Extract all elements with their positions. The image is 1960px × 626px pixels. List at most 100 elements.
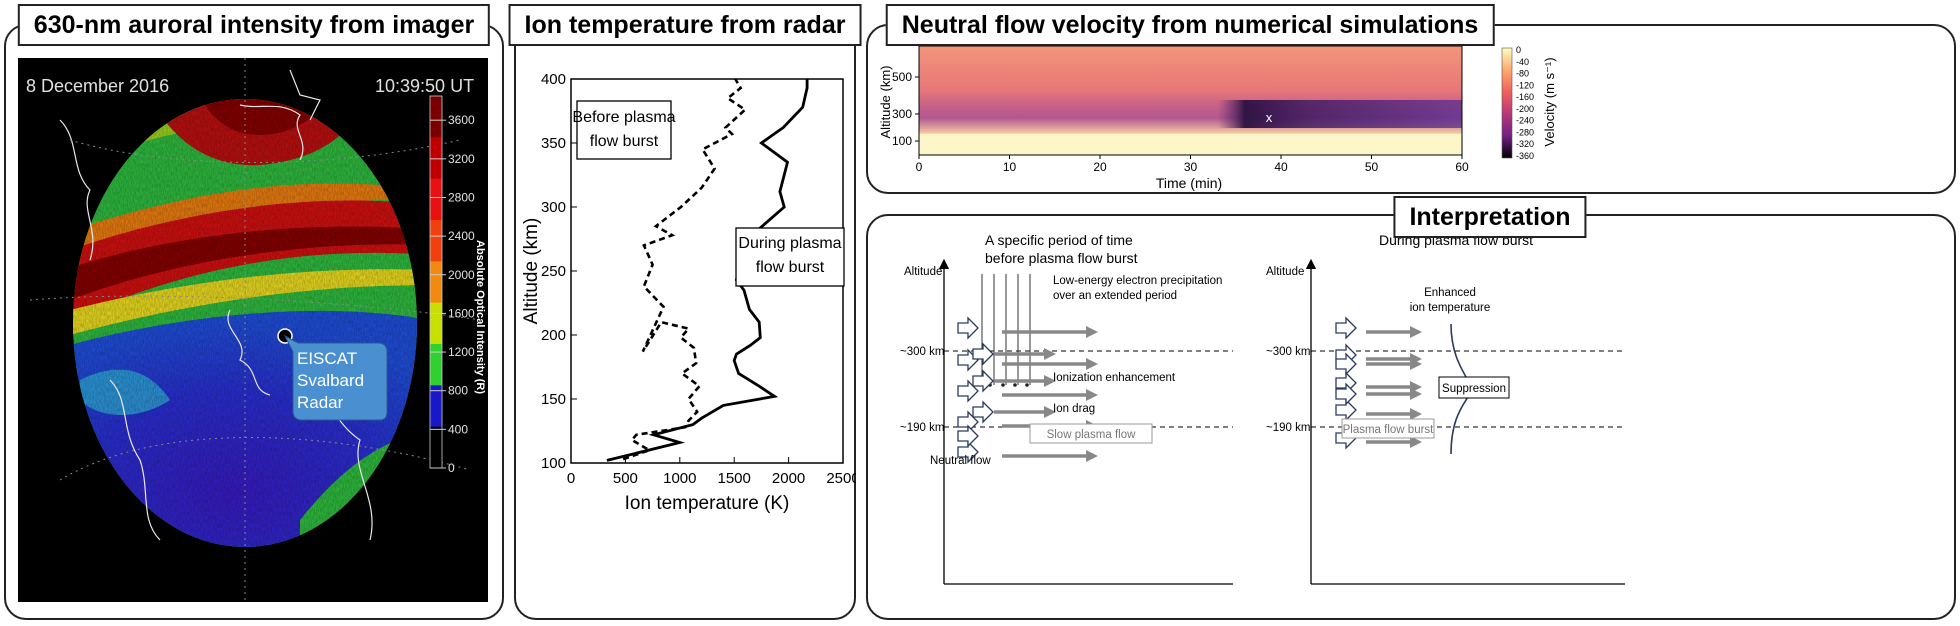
neutral-flow-arrow [1335,382,1357,406]
neutral-y-tick: 500 [892,70,912,84]
neutral-flow-panel-title: Neutral flow velocity from numerical sim… [885,4,1495,46]
velocity-colorbar-label: Velocity (m s⁻¹) [1542,57,1557,146]
neutral-flow-arrow [1335,316,1357,340]
slow-plasma-flow-label: Slow plasma flow [1047,429,1137,441]
suppression-label: Suppression [1442,383,1506,395]
during-burst-label-line-1: During plasma [738,235,841,252]
auroral-colorbar-segment [430,261,442,304]
ionization-label: Ionization enhancement [1053,372,1176,384]
auroral-colorbar-segment [430,220,442,262]
neutral-x-tick: 20 [1093,160,1107,174]
image-time: 10:39:50 UT [375,76,474,96]
velocity-colorbar-tick: -320 [1516,139,1534,149]
auroral-colorbar-tick: 0 [448,461,455,475]
plasma-flow-arrow [1086,326,1098,338]
neutral-flow-arrow [972,369,994,393]
plasma-flow-arrow [1410,358,1422,370]
auroral-colorbar-segment [430,385,442,428]
neutral-y-tick: 300 [892,107,912,121]
velocity-colorbar-tick: -360 [1516,151,1534,161]
velocity-colorbar-tick: -240 [1516,116,1534,126]
velocity-colorbar-tick: -80 [1516,69,1529,79]
neutral-x-tick: 50 [1365,160,1379,174]
suppression-box [1438,376,1510,399]
velocity-colorbar-tick: 0 [1516,45,1521,55]
plasma-flow-arrow [1044,348,1056,360]
auroral-colorbar-segment [430,344,442,386]
auroral-colorbar-tick: 400 [448,422,468,436]
ion-y-tick: 100 [541,455,566,472]
velocity-jet [919,100,1462,128]
eiscat-label-box [283,334,388,421]
auroral-colorbar-tick: 800 [448,384,468,398]
neutral-x-axis-label: Time (min) [1156,175,1222,191]
precipitation-label-line-1: Low-energy electron precipitation [1053,275,1222,287]
auroral-colorbar-tick: 3200 [448,152,475,166]
auroral-colorbar-tick: 1600 [448,306,475,320]
velocity-colorbar-tick: -40 [1516,57,1529,67]
enhanced-label-line-2: ion temperature [1410,302,1491,314]
ion-y-tick: 350 [541,135,566,152]
neutral-y-axis-label: Altitude (km) [878,66,893,139]
left-heading-line-2: before plasma flow burst [985,250,1138,266]
right-190km-label: ~190 km [1266,422,1310,434]
plasma-flow-arrow [1410,326,1422,338]
plasma-flow-arrow [1410,436,1422,448]
neutral-flow-arrow [972,400,994,424]
auroral-colorbar-segment [430,302,442,345]
left-altitude-label: Altitude [904,266,942,278]
ion-y-tick: 200 [541,327,566,344]
auroral-colorbar-segment [430,96,442,138]
auroral-colorbar-tick: 2800 [448,190,475,204]
neutral-x-tick: 60 [1455,160,1469,174]
ion-x-tick: 0 [567,470,575,487]
slow-plasma-flow-box [1029,423,1153,444]
auroral-colorbar-segment [430,178,442,221]
interpretation-panel-title: Interpretation [1393,196,1587,238]
before-burst-label-line-2: flow burst [590,133,659,150]
ion-y-tick: 300 [541,199,566,216]
plasma-flow-arrow [1044,406,1056,418]
ion-y-tick: 400 [541,71,566,88]
ion-temperature-panel-title: Ion temperature from radar [508,4,862,46]
velocity-colorbar-tick: -160 [1516,92,1534,102]
right-altitude-label: Altitude [1266,266,1304,278]
interpretation-diagram: Altitude ~300 km ~190 km A specific peri… [900,232,1625,585]
eiscat-label-line-3: Radar [297,393,344,412]
before-burst-label-box [576,100,672,160]
neutral-x-tick: 40 [1274,160,1288,174]
neutral-flow-arrow [1335,371,1357,395]
neutral-flow-arrow [957,424,979,448]
ion-x-tick: 2000 [772,470,805,487]
precipitation-label-line-2: over an extended period [1053,290,1177,302]
plasma-flow-arrow [1410,408,1422,420]
ion-x-tick: 500 [613,470,638,487]
plasma-flow-arrow [1410,388,1422,400]
ion-x-tick: 1500 [718,470,751,487]
ion-y-tick: 150 [541,391,566,408]
ion-x-tick: 1000 [663,470,696,487]
velocity-colorbar [1501,47,1513,159]
auroral-colorbar: 3600 3200 2800 2400 2000 1600 1200 800 400 0 [429,95,475,475]
neutral-x-tick: 10 [1003,160,1017,174]
left-300km-label: ~300 km [900,346,944,358]
neutral-y-tick: 100 [892,134,912,148]
right-300km-label: ~300 km [1266,346,1310,358]
auroral-colorbar-label: Absolute Optical Intensity (R) [474,240,486,394]
left-190km-label: ~190 km [900,422,944,434]
image-date: 8 December 2016 [26,76,169,96]
plasma-flow-arrow [1044,375,1056,387]
neutral-flow-chart: 0 10 20 30 40 50 60 100 300 500 x Time (min) Alti… [878,45,1557,191]
neutral-flow-arrow [972,342,994,366]
plasma-burst-box [1341,418,1435,439]
ion-y-tick: 250 [541,263,566,280]
ion-y-axis-label: Altitude (km) [521,218,542,325]
auroral-colorbar-tick: 3600 [448,113,475,127]
during-burst-line [606,79,809,462]
auroral-colorbar-tick: 2000 [448,268,475,282]
auroral-colorbar-tick: 1200 [448,345,475,359]
neutral-x-tick: 0 [916,160,923,174]
neutral-flow-arrow [1335,352,1357,376]
plasma-burst-label: Plasma flow burst [1343,424,1435,436]
ion-x-axis-label: Ion temperature (K) [625,493,790,514]
